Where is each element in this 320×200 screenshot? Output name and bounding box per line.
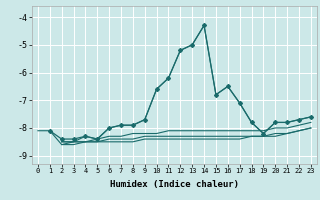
X-axis label: Humidex (Indice chaleur): Humidex (Indice chaleur) bbox=[110, 180, 239, 189]
